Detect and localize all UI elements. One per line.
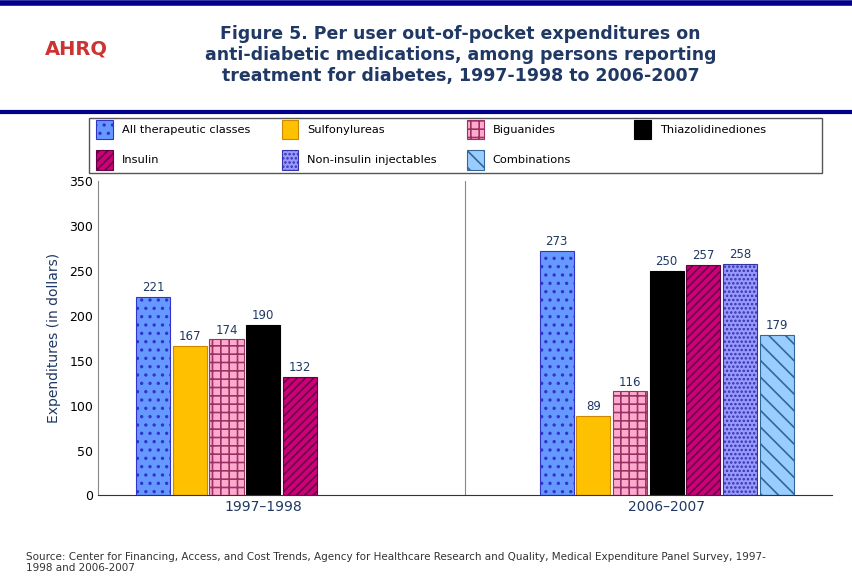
Text: Thiazolidinediones: Thiazolidinediones [659, 126, 765, 135]
Bar [649, 271, 682, 495]
FancyBboxPatch shape [96, 150, 112, 170]
Text: 273: 273 [544, 235, 567, 248]
FancyBboxPatch shape [282, 150, 298, 170]
Text: 190: 190 [251, 309, 274, 322]
Text: 116: 116 [618, 376, 641, 389]
Bar [210, 339, 243, 495]
Text: 89: 89 [585, 400, 600, 413]
FancyBboxPatch shape [634, 120, 650, 139]
Bar [686, 265, 719, 495]
FancyBboxPatch shape [467, 150, 483, 170]
Text: 257: 257 [691, 249, 714, 262]
FancyBboxPatch shape [467, 120, 483, 139]
Bar [136, 297, 170, 495]
Text: 258: 258 [728, 248, 751, 262]
Bar [759, 335, 792, 495]
Text: Source: Center for Financing, Access, and Cost Trends, Agency for Healthcare Res: Source: Center for Financing, Access, an… [26, 552, 764, 573]
Text: Combinations: Combinations [492, 155, 571, 165]
Text: AHRQ: AHRQ [45, 39, 108, 58]
Text: 167: 167 [178, 330, 201, 343]
FancyBboxPatch shape [96, 120, 112, 139]
Text: 179: 179 [764, 319, 787, 332]
Text: Sulfonylureas: Sulfonylureas [307, 126, 384, 135]
Y-axis label: Expenditures (in dollars): Expenditures (in dollars) [47, 253, 61, 423]
Text: 221: 221 [141, 282, 164, 294]
Text: All therapeutic classes: All therapeutic classes [122, 126, 250, 135]
Bar [613, 391, 646, 495]
Text: 132: 132 [288, 361, 311, 374]
Text: Biguanides: Biguanides [492, 126, 555, 135]
Text: Figure 5. Per user out-of-pocket expenditures on
anti-diabetic medications, amon: Figure 5. Per user out-of-pocket expendi… [204, 25, 716, 85]
Text: Non-insulin injectables: Non-insulin injectables [307, 155, 436, 165]
FancyBboxPatch shape [282, 120, 298, 139]
Bar [246, 325, 279, 495]
Bar [173, 346, 206, 495]
Bar [539, 251, 573, 495]
Text: 250: 250 [654, 255, 677, 268]
Text: Advancing
Excellence in
Health Care: Advancing Excellence in Health Care [52, 62, 101, 92]
Text: 174: 174 [215, 324, 238, 336]
Text: Insulin: Insulin [122, 155, 159, 165]
Bar [283, 377, 316, 495]
Bar [576, 415, 609, 495]
Bar [722, 264, 756, 495]
